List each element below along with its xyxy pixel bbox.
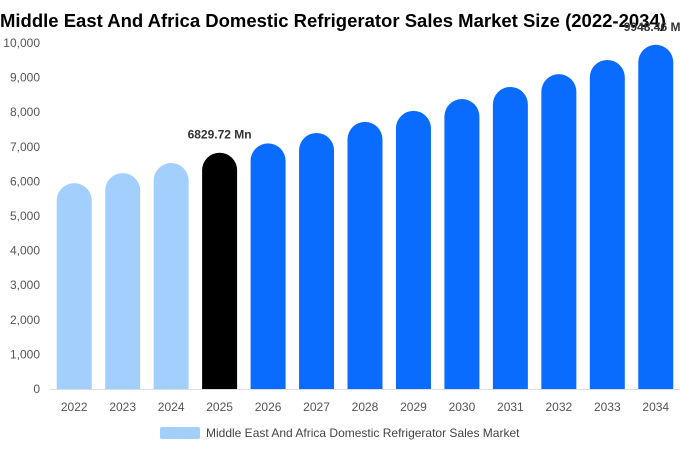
x-tick-label: 2027 (303, 400, 330, 414)
y-tick-label: 6,000 (10, 174, 40, 188)
bar (347, 121, 383, 389)
bar (153, 163, 189, 389)
x-tick-label: 2030 (449, 400, 476, 414)
x-tick-label: 2022 (61, 400, 88, 414)
chart-title: Middle East And Africa Domestic Refriger… (0, 10, 666, 31)
bar (638, 44, 674, 389)
y-tick-label: 2,000 (10, 313, 40, 327)
y-tick-label: 1,000 (10, 347, 40, 361)
bar (202, 152, 238, 389)
x-tick-label: 2032 (545, 400, 572, 414)
y-tick-label: 7,000 (10, 140, 40, 154)
x-tick-label: 2024 (158, 400, 185, 414)
x-tick-label: 2023 (109, 400, 136, 414)
bar (250, 143, 286, 389)
bar (105, 173, 141, 389)
x-tick-label: 2031 (497, 400, 524, 414)
bar (589, 59, 625, 389)
bar (299, 132, 335, 389)
y-tick-label: 0 (33, 382, 40, 396)
x-tick-label: 2029 (400, 400, 427, 414)
y-tick-label: 10,000 (3, 36, 40, 50)
bar (541, 74, 577, 390)
legend: Middle East And Africa Domestic Refriger… (160, 425, 519, 441)
bar (395, 110, 431, 390)
y-tick-label: 8,000 (10, 105, 40, 119)
x-tick-label: 2034 (642, 400, 669, 414)
y-tick-label: 4,000 (10, 244, 40, 258)
bar (492, 86, 528, 389)
data-label: 9948.46 Mn (624, 20, 680, 34)
bar (444, 99, 480, 389)
x-tick-label: 2025 (206, 400, 233, 414)
y-tick-label: 3,000 (10, 278, 40, 292)
bar (56, 183, 92, 389)
x-tick-label: 2028 (352, 400, 379, 414)
legend-label: Middle East And Africa Domestic Refriger… (206, 426, 520, 440)
legend-swatch (160, 427, 200, 439)
x-tick-label: 2033 (594, 400, 621, 414)
data-label: 6829.72 Mn (188, 128, 252, 142)
x-tick-label: 2026 (255, 400, 282, 414)
y-tick-label: 9,000 (10, 71, 40, 85)
y-tick-label: 5,000 (10, 209, 40, 223)
